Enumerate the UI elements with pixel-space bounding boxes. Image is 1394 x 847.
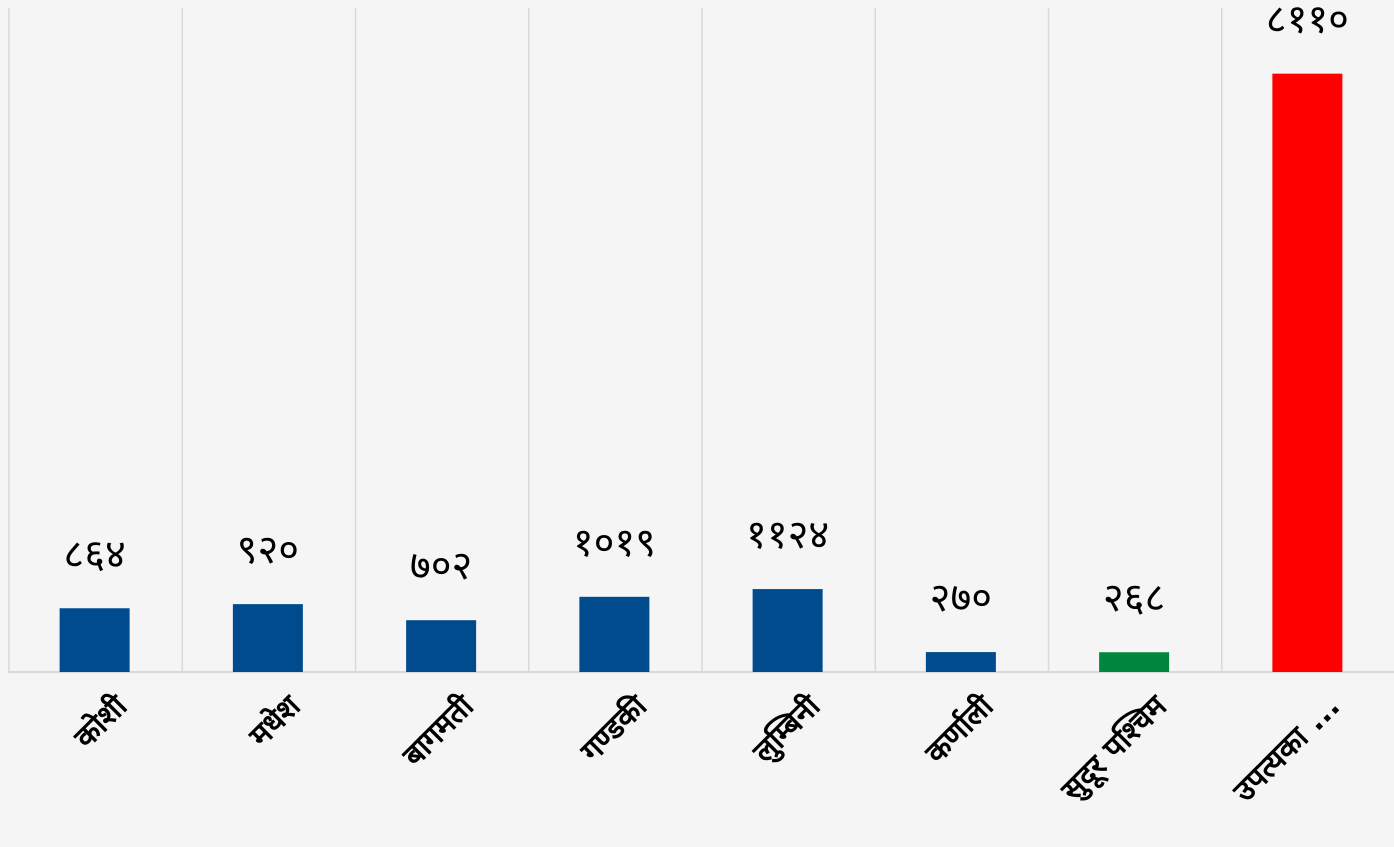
value-label: २७० bbox=[930, 575, 992, 621]
bar bbox=[1099, 652, 1170, 672]
value-label: ८६४ bbox=[63, 531, 125, 577]
value-label: ११२४ bbox=[746, 512, 829, 558]
x-tick-label: बागमती bbox=[395, 687, 482, 774]
value-label: ८११० bbox=[1266, 0, 1349, 43]
x-tick-label: सुदूर पश्चिम bbox=[1053, 687, 1176, 810]
bar bbox=[752, 589, 823, 672]
value-label: ९२० bbox=[237, 527, 299, 573]
x-tick-label: लुम्बिनी bbox=[745, 687, 829, 771]
bar bbox=[1272, 73, 1343, 672]
bar bbox=[232, 604, 303, 672]
bar bbox=[925, 652, 996, 672]
value-label: २६८ bbox=[1103, 575, 1165, 621]
value-label: १०१९ bbox=[573, 520, 656, 566]
x-tick-label: गण्डकी bbox=[573, 687, 655, 769]
bar bbox=[59, 608, 130, 672]
value-label: ७०२ bbox=[410, 543, 472, 589]
x-tick-label: कोशी bbox=[66, 687, 135, 756]
bar bbox=[406, 620, 477, 672]
x-tick-label: मधेश bbox=[241, 687, 308, 754]
bar bbox=[579, 596, 650, 672]
x-tick-label: उपत्यका ... bbox=[1226, 689, 1347, 810]
x-tick-label: कर्णाली bbox=[917, 687, 1001, 771]
